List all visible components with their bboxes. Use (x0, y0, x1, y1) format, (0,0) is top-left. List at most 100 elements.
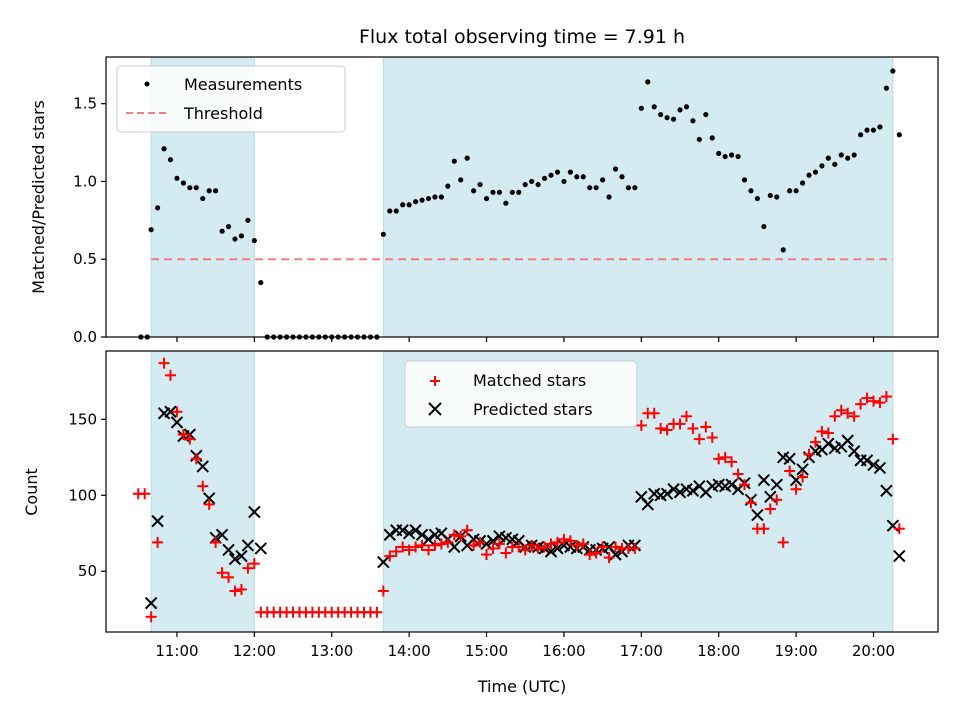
matched-star-marker (726, 456, 738, 468)
matched-star-marker (384, 550, 396, 562)
x-tick-label: 18:00 (697, 642, 740, 660)
matched-star-marker (390, 545, 402, 557)
matched-star-marker (758, 523, 770, 535)
top-y-tick-label: 0.0 (73, 328, 97, 346)
matched-star-marker (532, 542, 544, 554)
measurement-point (567, 169, 573, 175)
measurement-point (541, 175, 548, 181)
matched-star-marker (790, 483, 802, 495)
predicted-star-marker (822, 437, 835, 450)
matched-star-marker (648, 407, 660, 419)
measurement-point (438, 194, 444, 200)
matched-star-marker (377, 585, 389, 597)
measurement-point (200, 195, 206, 202)
measurement-point (825, 155, 831, 161)
predicted-star-marker (725, 478, 738, 491)
measurement-point (206, 188, 212, 194)
measurement-point (187, 185, 193, 191)
predicted-star-marker (422, 533, 435, 546)
predicted-star-marker (170, 416, 184, 429)
x-tick-label: 12:00 (233, 642, 276, 660)
matched-star-marker (203, 498, 215, 510)
predicted-star-marker (202, 492, 216, 505)
top-y-tick-label: 0.5 (73, 250, 97, 268)
measurement-point (471, 188, 477, 194)
measurement-point (219, 228, 225, 234)
measurement-point (883, 85, 890, 91)
predicted-star-marker (841, 434, 854, 447)
matched-star-marker (880, 391, 892, 403)
predicted-star-marker (196, 460, 209, 473)
matched-star-marker (235, 583, 247, 595)
matched-star-marker (152, 536, 164, 548)
matched-star-marker (848, 410, 860, 422)
measurement-point (645, 79, 651, 85)
matched-star-marker (397, 541, 409, 553)
matched-star-marker (410, 541, 422, 553)
predicted-star-marker (873, 461, 887, 475)
measurement-point (483, 195, 490, 202)
predicted-star-marker (235, 549, 248, 563)
bottom-legend-box (404, 360, 638, 428)
measurement-point (709, 135, 715, 141)
legend-matched-label: Matched stars (473, 371, 586, 390)
legend-predicted-marker (428, 402, 442, 416)
measurement-point (509, 189, 515, 195)
measurement-point (819, 163, 825, 169)
matched-star-marker (687, 422, 699, 434)
matched-star-marker (190, 453, 202, 465)
measurement-point (548, 172, 554, 178)
matched-star-marker (474, 536, 486, 548)
top-legend: Measurements Threshold (116, 65, 346, 133)
matched-star-marker (416, 539, 428, 551)
measurement-point (406, 202, 412, 208)
measurement-point (580, 174, 586, 180)
measurement-point (148, 227, 154, 233)
x-tick-label: 14:00 (388, 642, 431, 660)
measurement-point (600, 177, 606, 183)
measurement-point (251, 237, 257, 244)
measurement-point (832, 161, 838, 167)
matched-star-marker (680, 410, 692, 422)
matched-star-marker (481, 549, 493, 561)
x-tick-label: 13:00 (310, 642, 353, 660)
predicted-star-marker (222, 543, 235, 557)
measurement-point (877, 124, 883, 130)
measurement-point (754, 195, 761, 202)
predicted-star-marker (228, 552, 242, 566)
matched-star-marker (610, 541, 622, 553)
measurement-point (393, 208, 399, 214)
x-tick-label: 17:00 (620, 642, 663, 660)
predicted-star-marker (377, 555, 390, 569)
x-axis-label: Time (UTC) (477, 677, 566, 696)
measurement-point (716, 150, 722, 157)
bottom-y-tick-label: 150 (68, 410, 97, 428)
matched-star-marker (700, 421, 712, 433)
measurement-point (896, 132, 902, 138)
matched-star-marker (629, 542, 641, 554)
top-legend-box (116, 65, 346, 133)
matched-star-marker (184, 433, 196, 445)
measurement-point (612, 166, 619, 172)
bottom-y-axis-label: Count (22, 468, 41, 516)
measurement-point (748, 188, 754, 194)
matched-star-marker (861, 392, 873, 404)
matched-star-marker (816, 426, 828, 438)
measurement-point (458, 177, 464, 183)
x-tick-label: 16:00 (542, 642, 585, 660)
predicted-star-marker (215, 528, 229, 541)
bottom-y-tick-label: 100 (68, 486, 97, 504)
legend-predicted-label: Predicted stars (473, 400, 593, 419)
matched-star-marker (674, 418, 686, 430)
measurement-point (167, 157, 174, 163)
matched-star-marker (713, 453, 725, 465)
measurement-point (683, 104, 690, 110)
matched-star-marker (719, 451, 731, 463)
matched-star-marker (216, 567, 228, 579)
matched-star-marker (777, 536, 789, 548)
predicted-star-marker (144, 596, 158, 610)
bottom-x-ticks: 11:00 12:00 13:00 14:00 15:00 16:00 17:00 18:00… (155, 632, 895, 660)
bottom-legend: Matched stars Predicted stars (404, 360, 638, 428)
matched-star-marker (223, 571, 235, 583)
